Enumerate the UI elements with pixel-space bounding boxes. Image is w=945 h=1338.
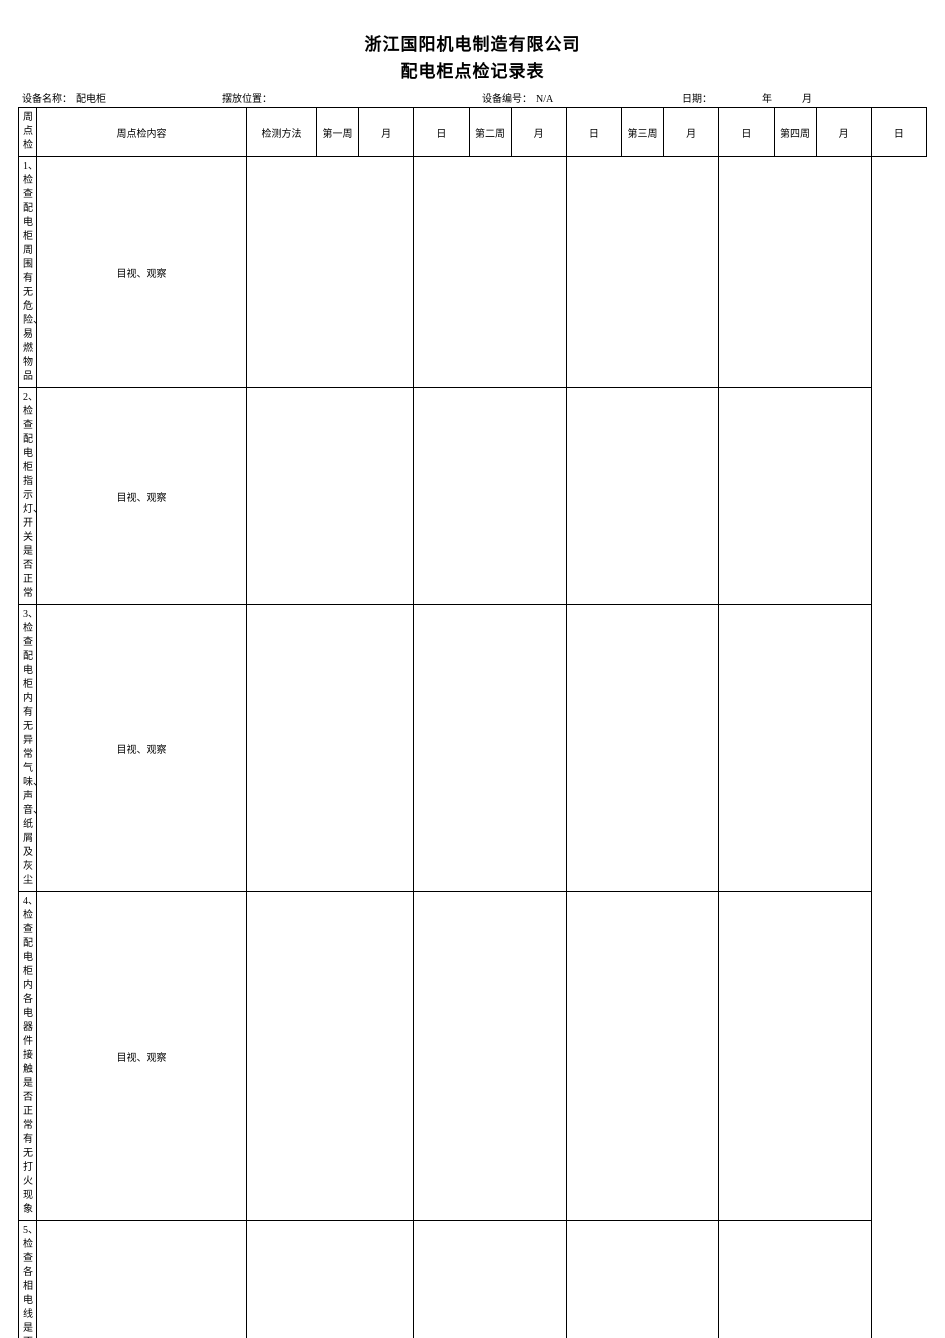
week3-day: 日 (719, 108, 774, 157)
item-content: 2、检查配电柜指示灯、开关是否正常 (19, 388, 37, 605)
date-label: 日期： (682, 90, 712, 105)
item-content: 4、检查配电柜内各电器件接触是否正常有无打火现象 (19, 892, 37, 1221)
inspection-table: 周点检 周点检内容 检测方法 第一周 月 日 第二周 月 日 第三周 月 日 第… (18, 107, 927, 1338)
week4-label: 第四周 (774, 108, 816, 157)
week-cell (719, 1221, 872, 1338)
week2-month: 月 (511, 108, 566, 157)
item-method: 目视、观察 (37, 157, 247, 388)
week3-month: 月 (664, 108, 719, 157)
week-cell (247, 157, 414, 388)
week-cell (247, 388, 414, 605)
week1-label: 第一周 (317, 108, 359, 157)
week-cell (566, 157, 719, 388)
equip-name-value: 配电柜 (76, 90, 106, 105)
item-method: 目视、观察 (37, 1221, 247, 1338)
col-content-header: 周点检内容 (37, 108, 247, 157)
weekly-section-label: 周点检 (19, 108, 37, 157)
week1-month: 月 (359, 108, 414, 157)
week-cell (247, 605, 414, 892)
date-month: 月 (802, 90, 812, 105)
week-cell (566, 388, 719, 605)
equip-no-label: 设备编号： (482, 90, 532, 105)
equip-no-value: N/A (536, 94, 553, 105)
col-method-header: 检测方法 (247, 108, 317, 157)
week-cell (414, 605, 567, 892)
location-label: 摆放位置： (222, 90, 272, 105)
company-name: 浙江国阳机电制造有限公司 (18, 30, 927, 55)
week3-label: 第三周 (622, 108, 664, 157)
table-row: 3、检查配电柜内有无异常气味、声音、纸屑及灰尘目视、观察 (19, 605, 927, 892)
table-row: 1、检查配电柜周围有无危险、易燃物品目视、观察 (19, 157, 927, 388)
week-cell (719, 605, 872, 892)
week2-label: 第二周 (469, 108, 511, 157)
week4-day: 日 (871, 108, 926, 157)
form-title: 配电柜点检记录表 (18, 57, 927, 82)
week-cell (414, 892, 567, 1221)
item-content: 3、检查配电柜内有无异常气味、声音、纸屑及灰尘 (19, 605, 37, 892)
week-cell (566, 605, 719, 892)
week-cell (566, 1221, 719, 1338)
week-cell (719, 388, 872, 605)
week2-day: 日 (566, 108, 621, 157)
table-row: 2、检查配电柜指示灯、开关是否正常目视、观察 (19, 388, 927, 605)
item-content: 1、检查配电柜周围有无危险、易燃物品 (19, 157, 37, 388)
week-cell (247, 1221, 414, 1338)
page-header: 浙江国阳机电制造有限公司 配电柜点检记录表 (18, 30, 927, 82)
table-row: 4、检查配电柜内各电器件接触是否正常有无打火现象目视、观察 (19, 892, 927, 1221)
week4-month: 月 (816, 108, 871, 157)
item-method: 目视、观察 (37, 388, 247, 605)
item-method: 目视、观察 (37, 605, 247, 892)
item-content: 5、检查各相电线是否发热，有无变色异味 (19, 1221, 37, 1338)
week-cell (719, 157, 872, 388)
week-cell (414, 157, 567, 388)
week-cell (247, 892, 414, 1221)
info-row: 设备名称： 配电柜 摆放位置： 设备编号： N/A 日期： 年 月 (18, 90, 927, 105)
week-cell (414, 1221, 567, 1338)
date-year: 年 (762, 90, 772, 105)
week-cell (719, 892, 872, 1221)
table-row: 5、检查各相电线是否发热，有无变色异味目视、观察 (19, 1221, 927, 1338)
week-cell (414, 388, 567, 605)
equip-name-label: 设备名称： (22, 90, 72, 105)
table-header-row: 周点检 周点检内容 检测方法 第一周 月 日 第二周 月 日 第三周 月 日 第… (19, 108, 927, 157)
page-container: 浙江国阳机电制造有限公司 配电柜点检记录表 设备名称： 配电柜 摆放位置： 设备… (0, 0, 945, 1338)
week-cell (566, 892, 719, 1221)
week1-day: 日 (414, 108, 469, 157)
item-method: 目视、观察 (37, 892, 247, 1221)
